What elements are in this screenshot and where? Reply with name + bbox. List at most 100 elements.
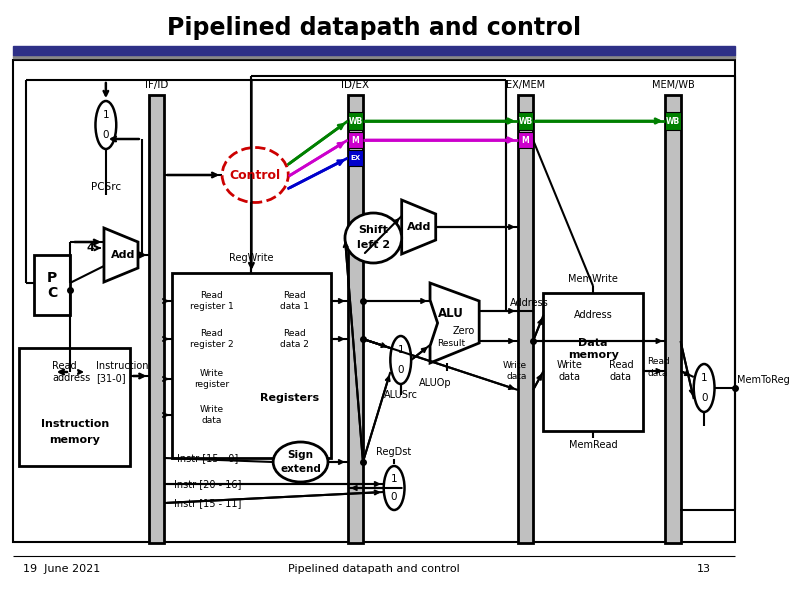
Text: Read: Read [52,361,77,371]
Text: MEM/WB: MEM/WB [652,80,695,90]
Bar [13,55,735,58]
Bar [518,95,533,543]
Text: MemRead: MemRead [569,440,618,450]
Text: MemWrite: MemWrite [568,274,618,284]
Text: Instruction: Instruction [97,361,149,371]
Bar [518,112,533,130]
Text: RegWrite: RegWrite [229,253,274,263]
Text: Instr [15 - 0]: Instr [15 - 0] [177,453,238,463]
Text: 1: 1 [390,474,398,484]
Text: IF/ID: IF/ID [145,80,169,90]
Text: register 2: register 2 [190,340,234,348]
Ellipse shape [273,442,328,482]
Text: WB: WB [519,116,532,125]
Text: Read: Read [284,329,307,337]
Text: Shift: Shift [359,225,388,235]
Text: register: register [194,379,229,389]
Text: MemToReg: MemToReg [737,375,790,385]
Text: extend: extend [280,464,321,474]
Text: Instr [20 - 16]: Instr [20 - 16] [174,479,242,489]
Text: Write: Write [200,368,224,378]
Text: Data: Data [578,338,607,348]
Bar [19,348,131,466]
Bar [518,132,533,148]
Text: Read: Read [200,329,223,337]
Polygon shape [104,228,138,282]
Text: Pipelined datapath and control: Pipelined datapath and control [167,16,581,40]
Ellipse shape [345,213,402,263]
Text: 0: 0 [103,130,109,140]
Text: ALUSrc: ALUSrc [384,390,417,400]
Text: M: M [522,135,529,144]
Ellipse shape [390,336,411,384]
Text: data: data [647,368,668,378]
Text: P: P [47,271,57,285]
Text: address: address [52,373,90,383]
Ellipse shape [222,147,288,203]
Bar [665,95,680,543]
Text: data: data [201,416,222,425]
Text: Write: Write [502,360,527,370]
Text: Address: Address [510,298,549,308]
Bar [348,95,363,543]
Text: WB: WB [666,116,680,125]
Text: PCSrc: PCSrc [91,182,121,192]
Text: data: data [506,371,527,381]
Text: Sign: Sign [287,450,314,460]
Bar [34,255,70,315]
Text: memory: memory [49,435,100,445]
Text: Add: Add [406,222,431,232]
Bar [13,60,735,542]
Text: memory: memory [568,350,619,360]
Text: [31-0]: [31-0] [97,373,126,383]
Text: Address: Address [573,310,612,320]
Text: Zero: Zero [453,326,475,336]
Text: Registers: Registers [260,393,318,403]
Text: 1: 1 [398,345,404,355]
Text: EX: EX [350,155,360,161]
Bar [348,150,363,166]
Bar [172,273,331,458]
Ellipse shape [694,364,714,412]
Text: EX/MEM: EX/MEM [506,80,545,90]
Text: 19  June 2021: 19 June 2021 [23,564,100,574]
Text: data: data [610,372,632,382]
Text: Write: Write [557,360,583,370]
Bar [348,132,363,148]
Text: Read: Read [284,291,307,299]
Text: 0: 0 [391,492,398,502]
Polygon shape [402,200,436,254]
Text: Read: Read [200,291,223,299]
Text: 13: 13 [697,564,711,574]
Text: Read: Read [647,357,670,365]
Text: left 2: left 2 [356,240,390,250]
Text: 1: 1 [701,373,707,383]
Text: data 1: data 1 [280,302,310,310]
Text: Add: Add [111,250,135,260]
Text: C: C [47,286,57,300]
Polygon shape [430,283,479,363]
Text: Instruction: Instruction [40,419,109,429]
Text: Instr [15 - 11]: Instr [15 - 11] [174,498,242,508]
Text: ALU: ALU [438,307,464,319]
Bar [13,46,735,55]
Text: 0: 0 [701,393,707,403]
Text: 1: 1 [102,110,109,120]
Text: register 1: register 1 [190,302,234,310]
Ellipse shape [384,466,405,510]
Text: Pipelined datapath and control: Pipelined datapath and control [288,564,460,574]
Text: ALUOp: ALUOp [418,378,451,388]
Text: data: data [559,372,581,382]
Ellipse shape [96,101,116,149]
Bar [665,112,680,130]
Text: Result: Result [436,338,465,348]
Text: M: M [352,135,360,144]
Text: Control: Control [230,168,280,182]
Text: ID/EX: ID/EX [341,80,369,90]
Text: 4: 4 [87,243,95,253]
Text: 0: 0 [398,365,404,375]
Text: WB: WB [348,116,363,125]
Bar [348,112,363,130]
Text: RegDst: RegDst [376,447,412,457]
Text: Write: Write [200,405,224,414]
